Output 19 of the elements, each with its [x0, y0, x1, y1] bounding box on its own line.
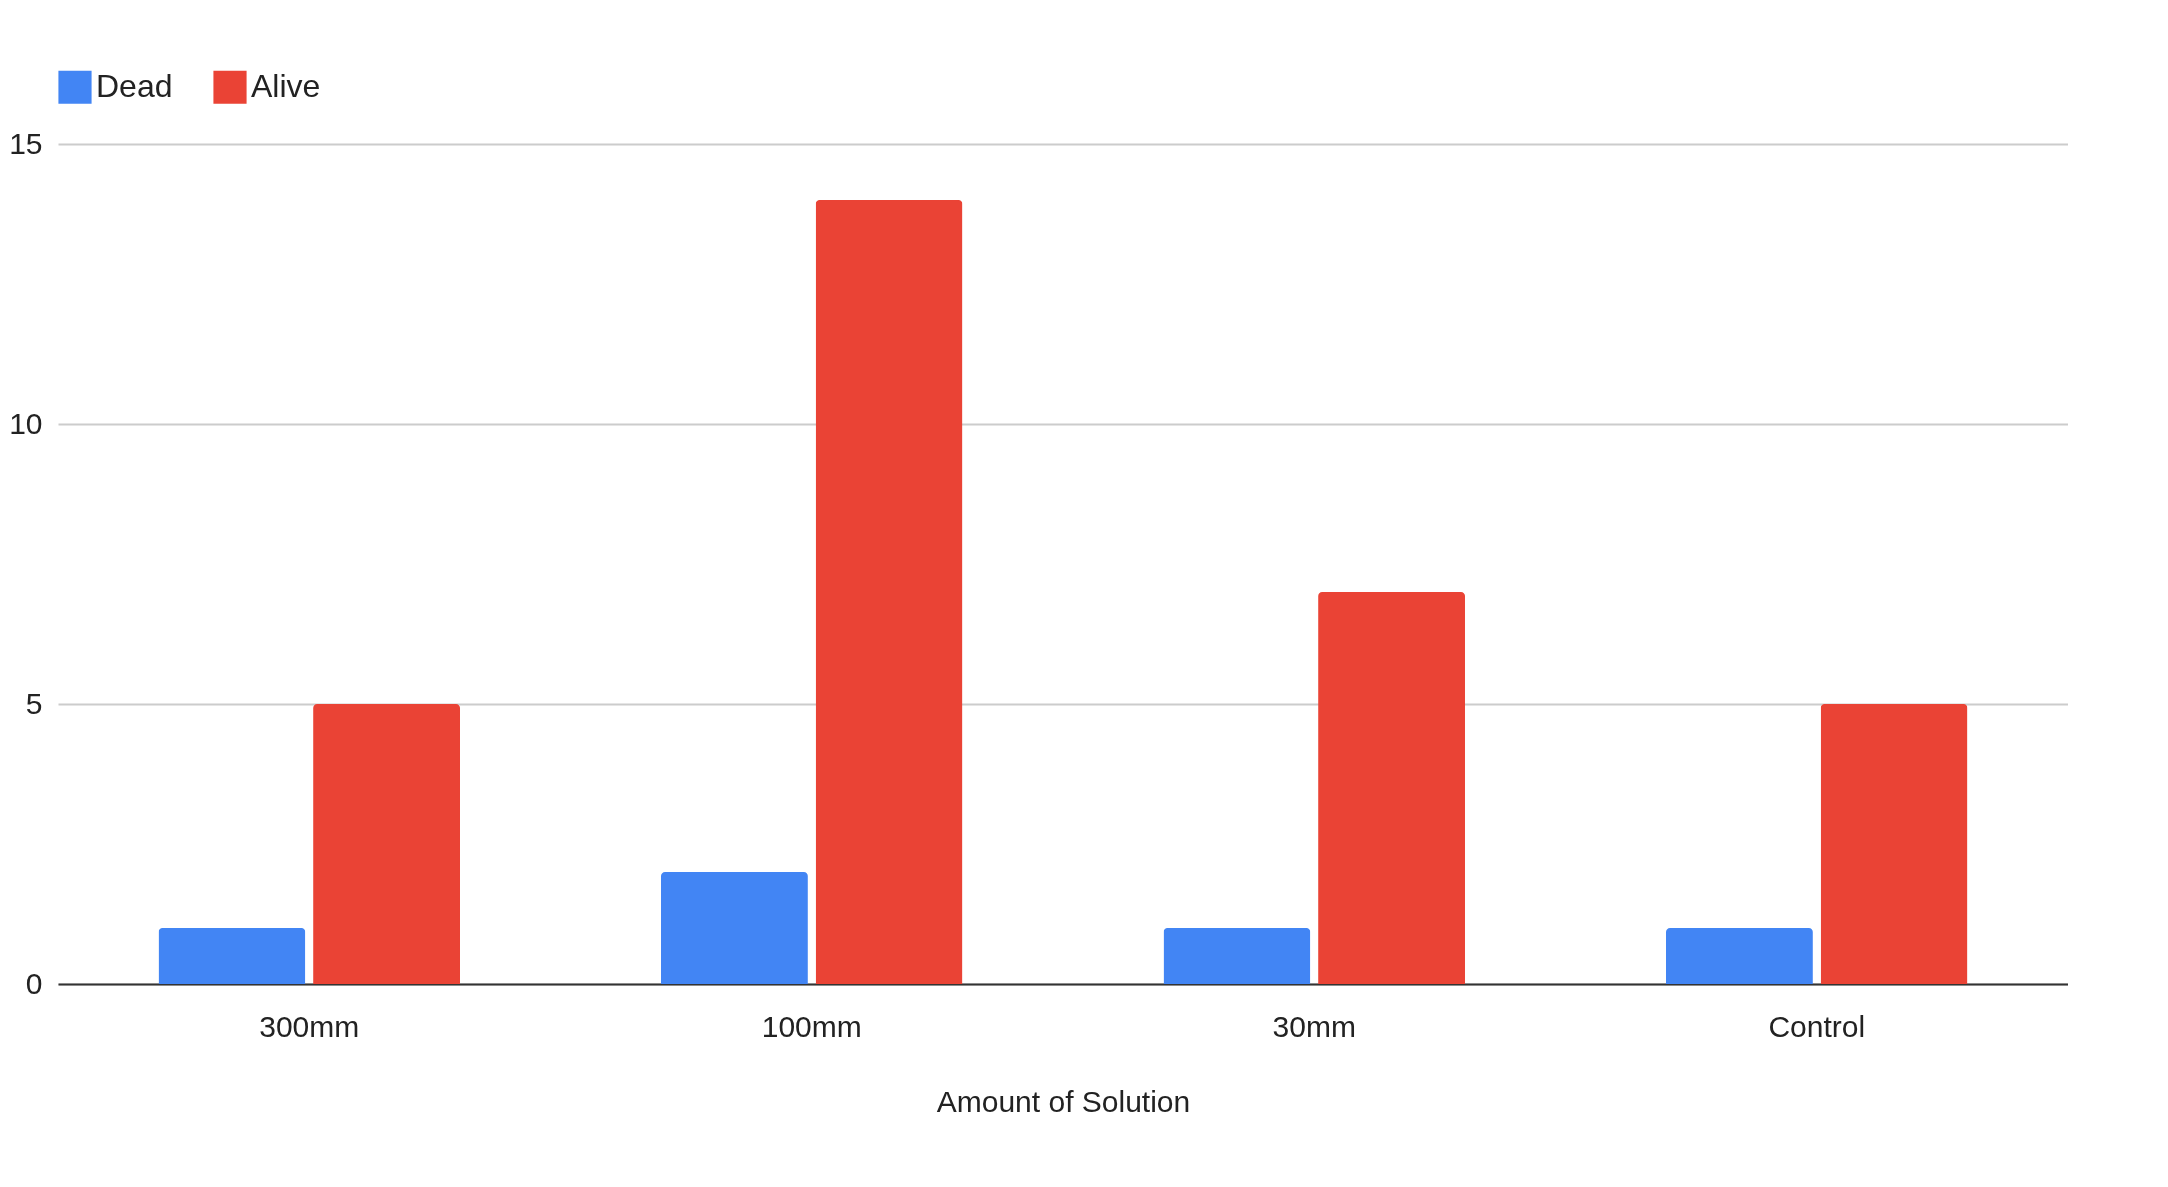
legend-label: Dead	[96, 68, 173, 105]
y-tick-label: 5	[25, 686, 43, 720]
bar	[1163, 928, 1311, 984]
x-axis-title: Amount of Solution	[936, 1084, 1191, 1118]
bar	[158, 928, 306, 984]
bar	[815, 200, 963, 984]
legend-label: Alive	[251, 68, 321, 105]
y-tick-label: 15	[9, 126, 43, 160]
bar	[1820, 704, 1968, 984]
bar	[661, 872, 808, 984]
x-tick-label: 300mm	[259, 1009, 360, 1043]
bar	[1666, 928, 1813, 984]
bar	[313, 704, 460, 984]
x-tick-label: 30mm	[1272, 1009, 1356, 1043]
bar	[1318, 592, 1465, 984]
y-tick-label: 0	[25, 966, 43, 1000]
x-tick-label: 100mm	[761, 1009, 862, 1043]
x-tick-label: Control	[1768, 1009, 1866, 1043]
y-tick-label: 10	[9, 406, 43, 440]
